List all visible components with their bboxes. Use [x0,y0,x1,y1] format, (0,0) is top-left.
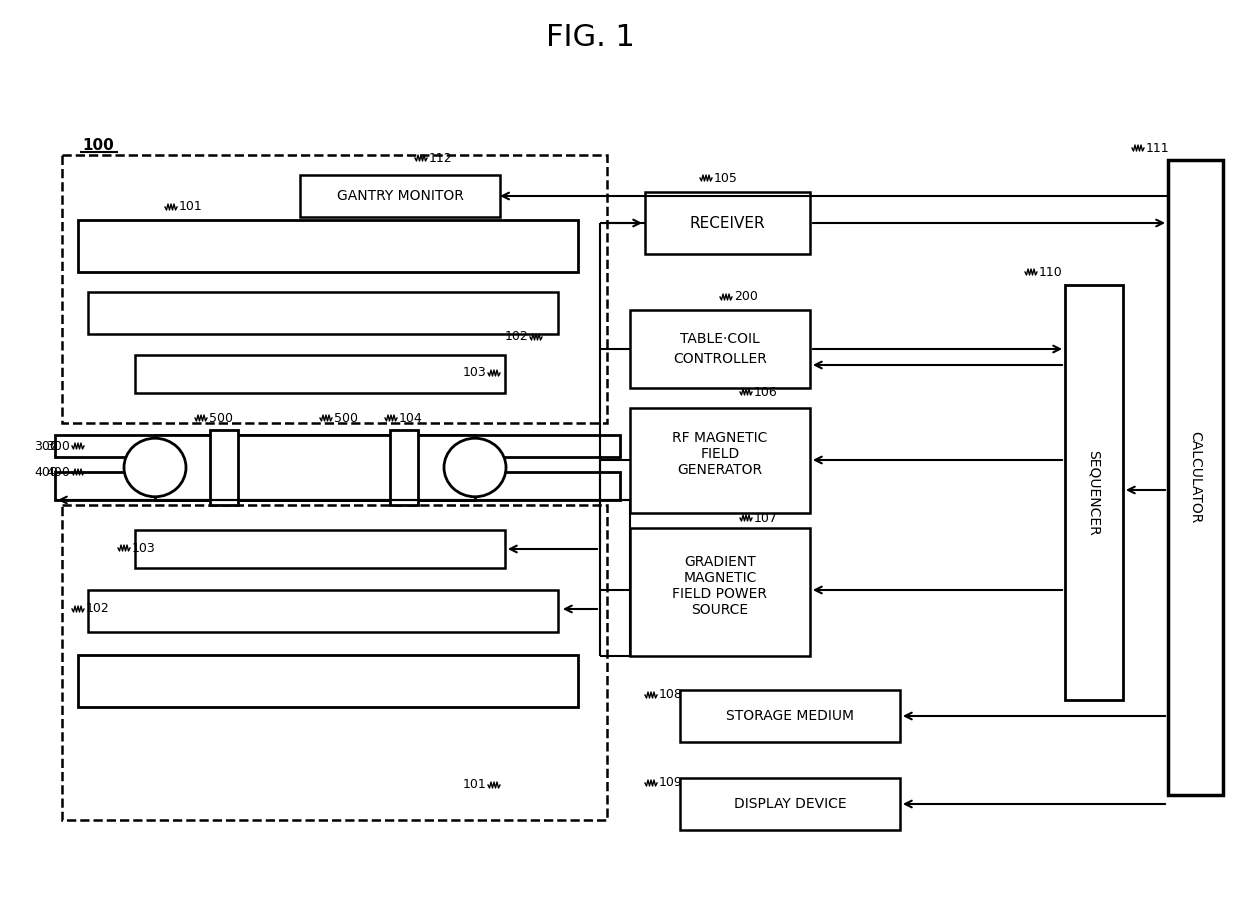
Text: GRADIENT: GRADIENT [684,555,756,569]
Text: STORAGE MEDIUM: STORAGE MEDIUM [725,709,854,723]
Text: 200: 200 [734,291,758,304]
Text: GANTRY MONITOR: GANTRY MONITOR [336,189,464,203]
Text: GENERATOR: GENERATOR [677,463,763,478]
Text: FIG. 1: FIG. 1 [546,24,635,52]
Text: 400: 400 [46,466,69,479]
Text: 103: 103 [131,542,156,555]
Text: 101: 101 [179,201,203,214]
Text: FIELD POWER: FIELD POWER [672,587,768,601]
FancyBboxPatch shape [78,655,578,707]
Text: 500: 500 [210,412,233,425]
FancyBboxPatch shape [155,435,475,500]
Text: 103: 103 [463,367,486,380]
Text: SOURCE: SOURCE [692,603,749,617]
Text: 100: 100 [82,138,114,152]
Text: 109: 109 [658,777,683,790]
Text: 400: 400 [35,466,58,479]
FancyBboxPatch shape [210,430,238,505]
FancyBboxPatch shape [55,435,620,457]
Text: 110: 110 [1039,266,1063,279]
Text: DISPLAY DEVICE: DISPLAY DEVICE [734,797,847,811]
Text: 102: 102 [505,330,528,344]
Text: 108: 108 [658,689,683,702]
Text: 300: 300 [46,439,69,452]
Text: 500: 500 [334,412,358,425]
Text: RECEIVER: RECEIVER [689,215,765,230]
FancyBboxPatch shape [630,408,810,513]
Text: CALCULATOR: CALCULATOR [1188,431,1203,524]
FancyBboxPatch shape [300,175,500,217]
Text: 106: 106 [754,385,777,399]
FancyBboxPatch shape [135,355,505,393]
FancyBboxPatch shape [78,220,578,272]
FancyBboxPatch shape [630,528,810,656]
FancyBboxPatch shape [1065,285,1123,700]
Text: 112: 112 [429,151,453,164]
Text: 111: 111 [1146,141,1169,154]
FancyBboxPatch shape [1168,160,1223,795]
Text: 102: 102 [86,602,110,615]
FancyBboxPatch shape [680,690,900,742]
Ellipse shape [444,438,506,497]
FancyBboxPatch shape [62,505,608,820]
FancyBboxPatch shape [88,590,558,632]
FancyBboxPatch shape [135,530,505,568]
Text: TABLE·COIL: TABLE·COIL [680,332,760,346]
Text: MAGNETIC: MAGNETIC [683,571,756,585]
Text: RF MAGNETIC: RF MAGNETIC [672,432,768,446]
FancyBboxPatch shape [630,310,810,388]
Text: 300: 300 [35,439,58,452]
Text: 104: 104 [399,412,423,425]
FancyBboxPatch shape [680,778,900,830]
FancyBboxPatch shape [88,292,558,334]
FancyBboxPatch shape [55,472,620,500]
FancyBboxPatch shape [62,155,608,423]
Ellipse shape [124,438,186,497]
Text: 107: 107 [754,512,777,525]
Text: FIELD: FIELD [701,447,739,461]
Text: CONTROLLER: CONTROLLER [673,352,766,366]
Text: 101: 101 [463,779,486,791]
FancyBboxPatch shape [645,192,810,254]
Text: SEQUENCER: SEQUENCER [1087,449,1101,536]
FancyBboxPatch shape [391,430,418,505]
Text: 105: 105 [714,171,738,184]
